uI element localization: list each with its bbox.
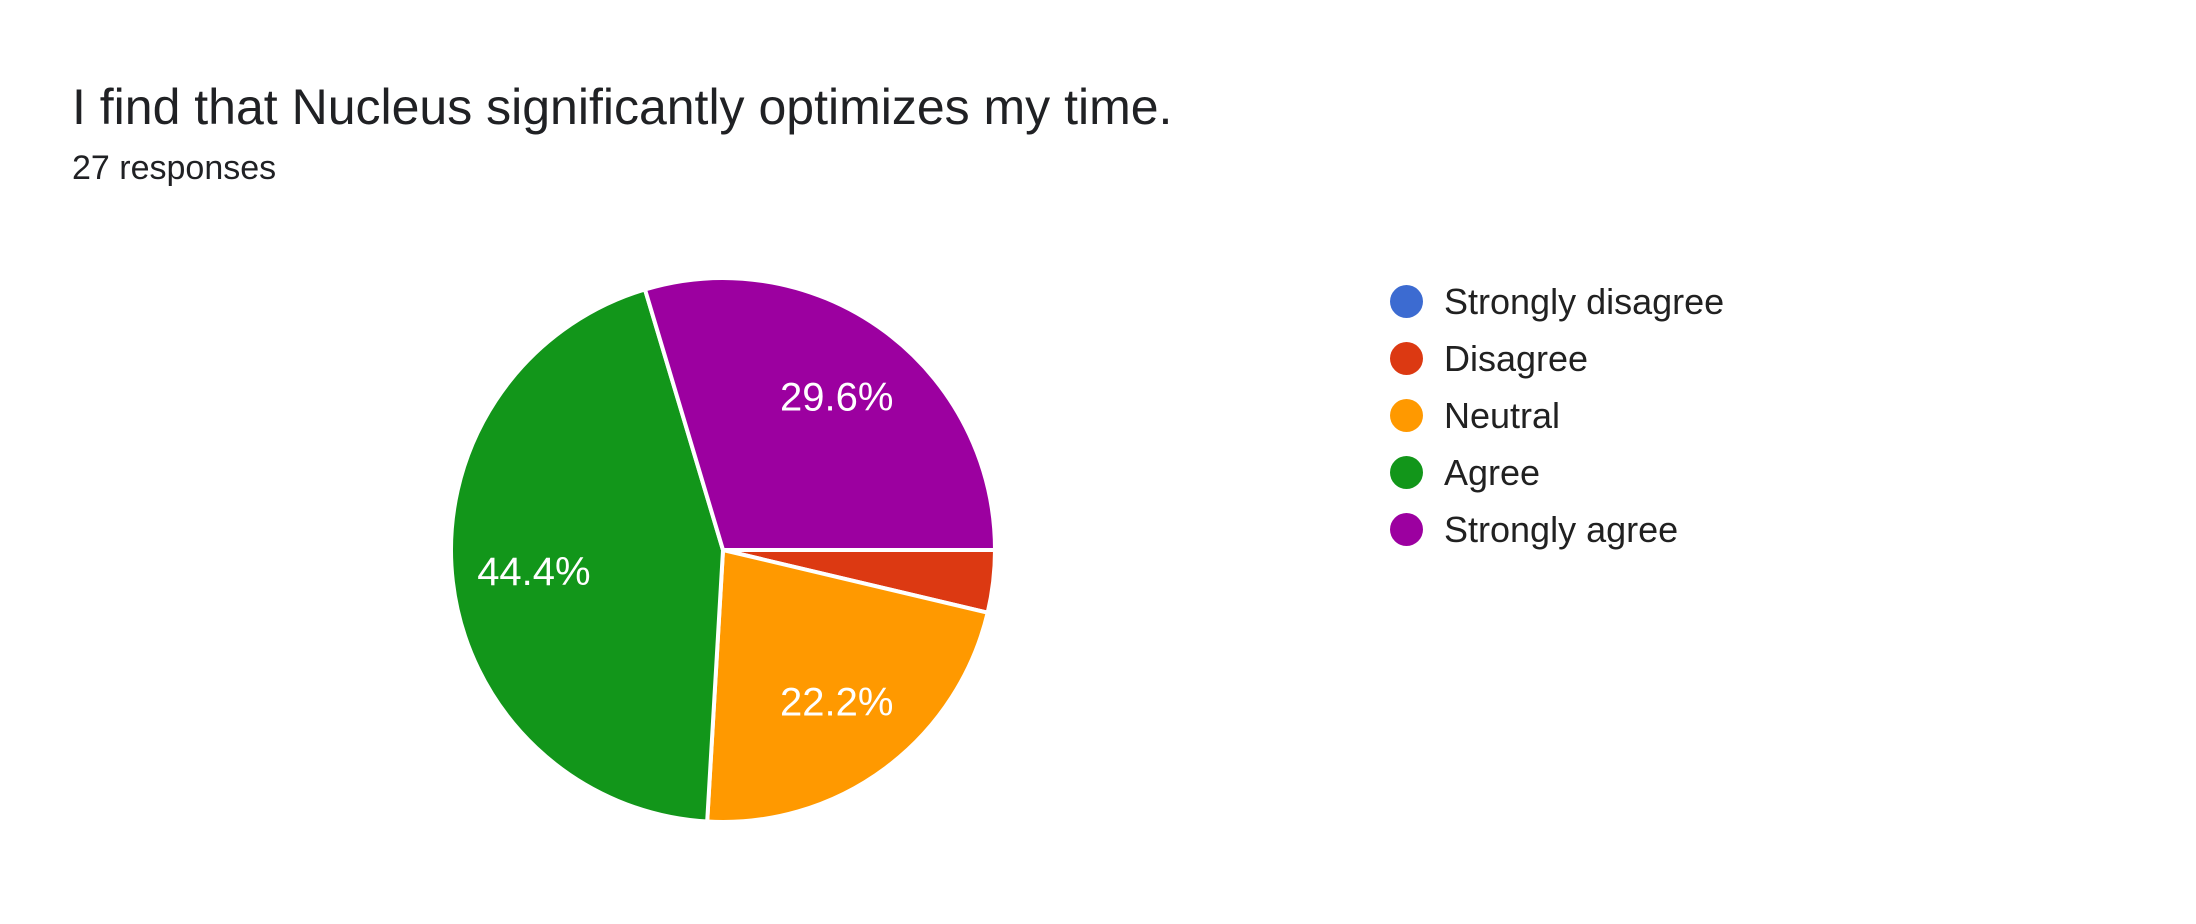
legend-label-neutral: Neutral bbox=[1444, 394, 1561, 436]
pie-slice-neutral[interactable] bbox=[705, 548, 990, 824]
pie-slice-agree[interactable] bbox=[449, 287, 725, 824]
legend-item-strongly-agree: Strongly agree bbox=[1390, 501, 1724, 558]
legend-item-neutral: Neutral bbox=[1390, 387, 1724, 444]
legend-item-agree: Agree bbox=[1390, 444, 1724, 501]
chart-title: I find that Nucleus significantly optimi… bbox=[72, 79, 1173, 135]
legend-item-strongly-disagree: Strongly disagree bbox=[1390, 273, 1724, 330]
legend-label-strongly-disagree: Strongly disagree bbox=[1444, 280, 1725, 322]
slice-percent-label-agree: 44.4% bbox=[477, 550, 590, 594]
response-count: 27 responses bbox=[72, 149, 277, 187]
legend-swatch-agree bbox=[1390, 456, 1423, 489]
slice-percent-label-strongly-agree: 29.6% bbox=[780, 375, 893, 419]
chart-legend: Strongly disagree Disagree Neutral Agree Str… bbox=[1390, 273, 1724, 558]
legend-label-strongly-agree: Strongly agree bbox=[1444, 508, 1679, 550]
legend-swatch-strongly-agree bbox=[1390, 513, 1423, 546]
slice-percent-label-neutral: 22.2% bbox=[780, 681, 893, 725]
legend-swatch-disagree bbox=[1390, 342, 1423, 375]
legend-swatch-neutral bbox=[1390, 399, 1423, 432]
legend-item-disagree: Disagree bbox=[1390, 330, 1724, 387]
pie-slice-strongly-agree[interactable] bbox=[642, 276, 997, 552]
legend-swatch-strongly-disagree bbox=[1390, 285, 1423, 318]
legend-label-disagree: Disagree bbox=[1444, 337, 1589, 379]
legend-label-agree: Agree bbox=[1444, 451, 1541, 493]
